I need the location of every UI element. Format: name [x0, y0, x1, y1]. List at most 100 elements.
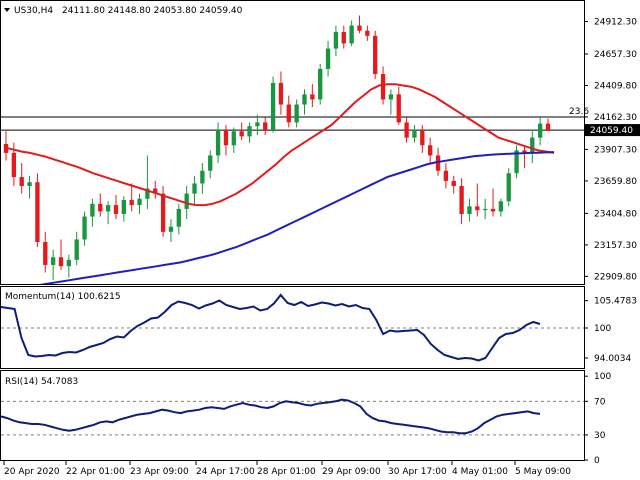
- candle-body: [357, 25, 362, 31]
- candle-body: [153, 188, 158, 194]
- rsi-line: [0, 398, 541, 435]
- candle-body: [27, 182, 32, 186]
- candle-body: [160, 193, 166, 232]
- candle-body: [270, 82, 276, 130]
- candle-body: [239, 131, 244, 137]
- rsi-tick-label: 70: [594, 397, 606, 407]
- candle-body: [215, 130, 221, 156]
- candle-body: [294, 104, 299, 123]
- rsi-tick-label: 0: [594, 456, 600, 466]
- candles: [3, 15, 551, 281]
- candle-body: [404, 122, 409, 138]
- current-price-label: 24059.40: [590, 126, 633, 136]
- candle-body: [168, 226, 174, 232]
- price-tick-label: 23404.80: [594, 209, 637, 219]
- candle-body: [428, 145, 433, 156]
- candle-body: [50, 257, 56, 265]
- candle-body: [341, 32, 346, 44]
- ma-fast-line: [5, 83, 555, 207]
- rsi-panel: [0, 370, 585, 461]
- x-tick-label: 4 May 01:00: [452, 467, 508, 477]
- candle-body: [537, 123, 543, 138]
- candle-body: [545, 123, 551, 130]
- candle-body: [255, 122, 260, 127]
- chart-ohlc: 24111.80 24148.80 24053.80 24059.40: [62, 6, 243, 16]
- candle-body: [129, 200, 134, 206]
- fib-label: 23.6: [569, 107, 589, 117]
- momentum-title: Momentum(14) 100.6215: [5, 292, 121, 302]
- candle-body: [514, 150, 519, 174]
- price-tick-label: 24162.30: [594, 113, 637, 123]
- candle-body: [35, 182, 40, 242]
- candle-body: [231, 131, 236, 146]
- x-axis: 20 Apr 2020 22 Apr 01:00 23 Apr 09:00 24 Ap…: [3, 461, 571, 477]
- candle-body: [278, 82, 284, 105]
- candle-body: [302, 94, 307, 105]
- candle-body: [482, 208, 488, 211]
- momentum-tick-label: 94.0034: [594, 354, 631, 364]
- candle-body: [435, 155, 441, 171]
- price-panel: [0, 0, 585, 285]
- candle-body: [200, 170, 205, 184]
- x-tick-label: 28 Apr 01:00: [257, 467, 316, 477]
- candle-body: [145, 188, 150, 199]
- candle-body: [286, 104, 291, 123]
- current-price-tag: [584, 124, 640, 137]
- candle-body: [490, 208, 496, 212]
- candle-body: [420, 130, 425, 146]
- candle-body: [98, 203, 103, 212]
- candle-body: [318, 68, 323, 100]
- x-tick-label: 29 Apr 09:00: [322, 467, 381, 477]
- candle-body: [192, 183, 197, 194]
- rsi-tick-label: 100: [594, 372, 611, 382]
- rsi-tick-label: 30: [594, 431, 606, 441]
- candle-body: [522, 150, 527, 153]
- candle-body: [137, 198, 142, 206]
- candle-body: [310, 94, 315, 100]
- rsi-title: RSI(14) 54.7083: [5, 377, 78, 387]
- candle-body: [459, 186, 464, 214]
- x-tick-label: 24 Apr 17:00: [196, 467, 255, 477]
- candle-body: [365, 30, 370, 36]
- candle-body: [247, 126, 252, 137]
- x-tick-label: 5 May 09:00: [515, 467, 571, 477]
- price-tick-label: 24409.80: [594, 81, 637, 91]
- ma-slow-line: [39, 151, 555, 284]
- candle-body: [412, 130, 417, 138]
- candle-body: [90, 203, 95, 217]
- x-tick-label: 22 Apr 01:00: [66, 467, 125, 477]
- moving-averages: [5, 83, 555, 284]
- candle-body: [263, 122, 268, 130]
- candle-body: [467, 206, 472, 214]
- collapse-triangle-icon[interactable]: [4, 8, 10, 12]
- price-tick-label: 24657.30: [594, 50, 637, 60]
- candle-body: [475, 206, 480, 211]
- candle-body: [325, 48, 331, 69]
- candle-body: [349, 25, 354, 44]
- candle-body: [223, 130, 229, 146]
- rsi-layer: 100 70 30 0: [0, 372, 611, 466]
- momentum-line: [0, 293, 541, 362]
- candle-body: [451, 180, 456, 186]
- candle-body: [19, 177, 24, 186]
- candle-body: [388, 94, 394, 100]
- candle-body: [121, 200, 126, 214]
- candle-body: [380, 74, 386, 100]
- price-tick-label: 23157.30: [594, 241, 637, 251]
- momentum-tick-label: 100: [594, 324, 611, 334]
- candle-body: [498, 201, 504, 212]
- price-tick-label: 23907.30: [594, 145, 637, 155]
- price-y-axis: 24912.30 24657.30 24409.80 24162.30 23907.30…: [584, 18, 637, 282]
- candle-body: [443, 170, 449, 181]
- candle-body: [396, 94, 401, 123]
- candle-body: [373, 35, 378, 74]
- candle-body: [208, 155, 213, 171]
- candle-body: [58, 257, 64, 267]
- candle-body: [66, 259, 72, 267]
- price-tick-label: 22909.80: [594, 272, 637, 282]
- candle-body: [74, 239, 79, 260]
- price-tick-label: 23659.80: [594, 177, 637, 187]
- candle-body: [43, 242, 48, 265]
- candle-body: [113, 205, 119, 214]
